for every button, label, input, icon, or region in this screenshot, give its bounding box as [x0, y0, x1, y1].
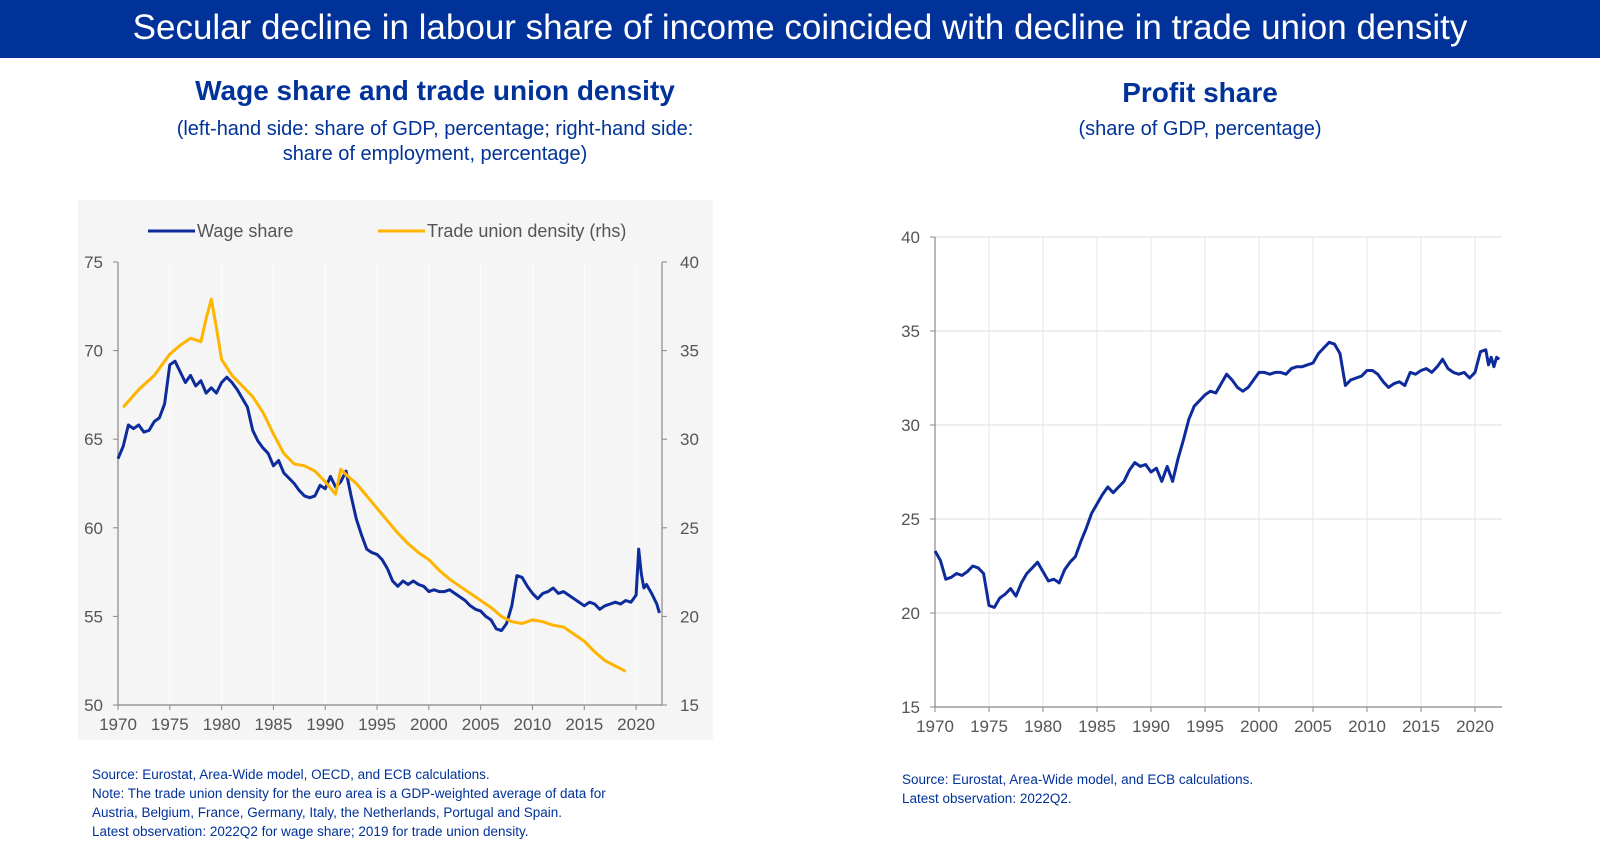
y-tick-label: 55	[84, 607, 103, 626]
series-line-wage-share	[116, 359, 661, 633]
y2-tick-label: 25	[680, 519, 699, 538]
x-tick-label: 2015	[565, 715, 603, 734]
y-tick-label: 50	[84, 696, 103, 715]
right-source: Source: Eurostat, Area-Wide model, and E…	[902, 772, 1254, 787]
x-tick-label: 2005	[462, 715, 500, 734]
x-tick-label: 1975	[151, 715, 189, 734]
y-tick-label: 65	[84, 430, 103, 449]
x-tick-label: 1995	[358, 715, 396, 734]
y2-tick-label: 30	[680, 430, 699, 449]
y-tick-label: 75	[84, 253, 103, 272]
right-chart-notes: Source: Eurostat, Area-Wide model, and E…	[902, 770, 1253, 808]
left-chart-subtitle-line2: share of employment, percentage)	[282, 143, 588, 165]
x-tick-label: 1985	[255, 715, 293, 734]
x-tick-label: 1970	[99, 715, 137, 734]
y2-tick-label: 15	[680, 696, 699, 715]
series-line-trade-union-density-rhs	[122, 297, 627, 673]
y2-tick-label: 35	[680, 342, 699, 361]
x-tick-label: 1990	[306, 715, 344, 734]
left-plot-background	[78, 200, 713, 740]
x-tick-label: 1980	[203, 715, 241, 734]
right-latest: Latest observation: 2022Q2.	[902, 791, 1072, 806]
x-tick-label: 2000	[410, 715, 448, 734]
left-latest: Latest observation: 2022Q2 for wage shar…	[92, 824, 529, 839]
page-title: Secular decline in labour share of incom…	[132, 8, 1468, 47]
left-chart-notes: Source: Eurostat, Area-Wide model, OECD,…	[92, 765, 606, 841]
legend-label-wage-share: Wage share	[197, 221, 293, 241]
left-chart-subtitle-line1: (left-hand side: share of GDP, percentag…	[176, 118, 694, 140]
header-banner	[0, 0, 1600, 58]
x-tick-label: 2020	[617, 715, 655, 734]
right-chart-title: Profit share	[1122, 77, 1278, 108]
left-note-line2: Austria, Belgium, France, Germany, Italy…	[92, 805, 562, 820]
legend-label-trade-union-density: Trade union density (rhs)	[427, 221, 626, 241]
y2-tick-label: 40	[680, 253, 699, 272]
right-chart-subtitle: (share of GDP, percentage)	[1078, 118, 1322, 140]
left-note-line1: Note: The trade union density for the eu…	[92, 786, 606, 801]
left-source: Source: Eurostat, Area-Wide model, OECD,…	[92, 767, 490, 782]
y2-tick-label: 20	[680, 607, 699, 626]
y-tick-label: 60	[84, 519, 103, 538]
x-tick-label: 2010	[514, 715, 552, 734]
left-chart-title: Wage share and trade union density	[195, 75, 675, 106]
y-tick-label: 70	[84, 342, 103, 361]
